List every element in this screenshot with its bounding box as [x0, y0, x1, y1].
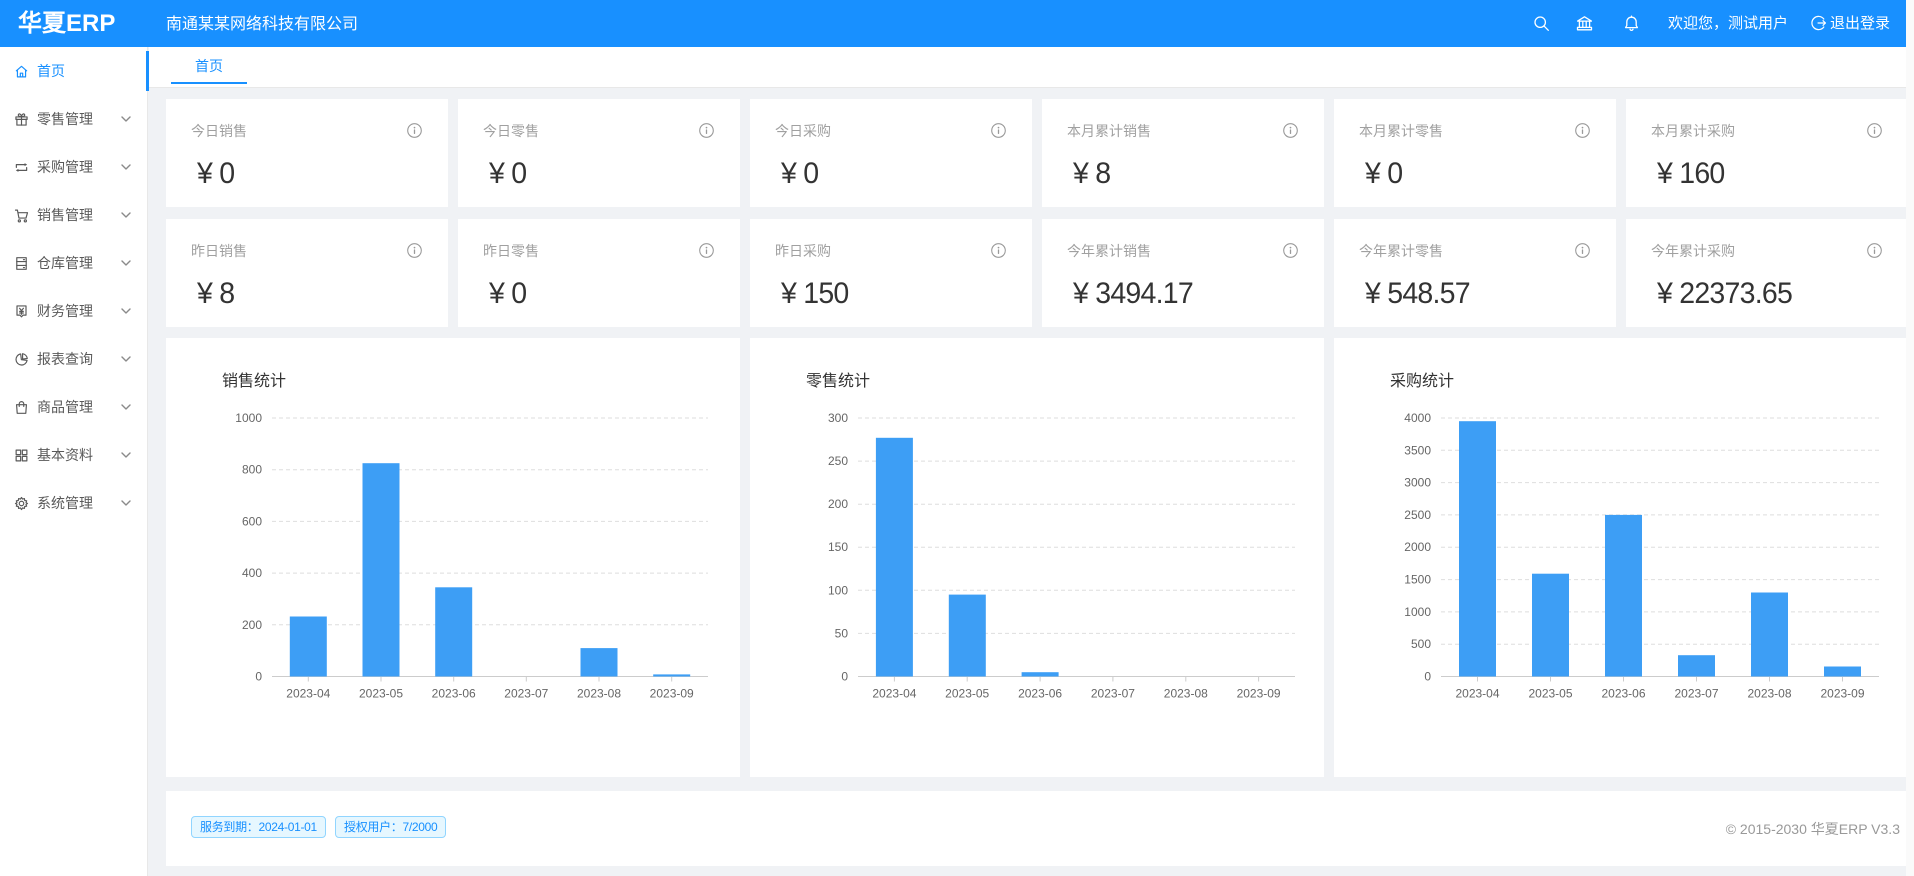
svg-text:4000: 4000: [1404, 411, 1431, 425]
svg-text:2023-08: 2023-08: [1164, 687, 1208, 701]
svg-text:600: 600: [242, 514, 262, 528]
svg-text:2023-05: 2023-05: [945, 687, 989, 701]
svg-text:400: 400: [242, 566, 262, 580]
svg-text:2023-08: 2023-08: [1747, 687, 1791, 701]
svg-text:2023-09: 2023-09: [650, 687, 694, 701]
svg-text:2023-09: 2023-09: [1820, 687, 1864, 701]
svg-text:50: 50: [835, 626, 849, 640]
svg-text:3000: 3000: [1404, 476, 1431, 490]
svg-text:800: 800: [242, 463, 262, 477]
svg-text:500: 500: [1411, 637, 1431, 651]
svg-text:1000: 1000: [1404, 605, 1431, 619]
svg-text:0: 0: [841, 670, 848, 684]
svg-text:200: 200: [242, 618, 262, 632]
svg-text:100: 100: [828, 583, 848, 597]
svg-text:200: 200: [828, 497, 848, 511]
svg-text:2023-09: 2023-09: [1237, 687, 1281, 701]
svg-text:2000: 2000: [1404, 540, 1431, 554]
svg-text:0: 0: [255, 670, 262, 684]
svg-text:250: 250: [828, 454, 848, 468]
svg-text:1000: 1000: [235, 411, 262, 425]
svg-text:2023-06: 2023-06: [1018, 687, 1062, 701]
svg-text:2500: 2500: [1404, 508, 1431, 522]
svg-text:2023-08: 2023-08: [577, 687, 621, 701]
svg-text:2023-05: 2023-05: [359, 687, 403, 701]
svg-text:2023-07: 2023-07: [1674, 687, 1718, 701]
svg-text:2023-04: 2023-04: [1455, 687, 1499, 701]
svg-text:2023-07: 2023-07: [504, 687, 548, 701]
svg-text:0: 0: [1424, 670, 1431, 684]
svg-text:2023-07: 2023-07: [1091, 687, 1135, 701]
svg-text:2023-06: 2023-06: [1601, 687, 1645, 701]
svg-text:3500: 3500: [1404, 443, 1431, 457]
svg-text:2023-06: 2023-06: [432, 687, 476, 701]
svg-text:2023-04: 2023-04: [872, 687, 916, 701]
svg-text:150: 150: [828, 540, 848, 554]
svg-text:300: 300: [828, 411, 848, 425]
svg-text:1500: 1500: [1404, 573, 1431, 587]
svg-text:2023-05: 2023-05: [1528, 687, 1572, 701]
svg-text:2023-04: 2023-04: [286, 687, 330, 701]
